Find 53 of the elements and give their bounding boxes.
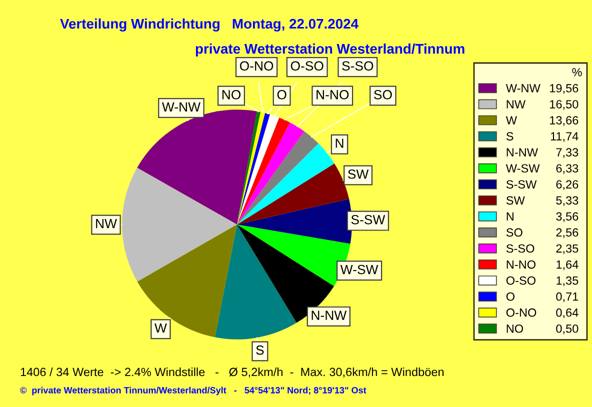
legend-title: % (572, 68, 582, 76)
legend-label: W-NW (506, 84, 540, 92)
slice-label: S (256, 345, 264, 355)
legend-label: NO (506, 324, 524, 333)
data-label: 2,56 (556, 228, 578, 238)
slice-label: N (336, 138, 344, 148)
data-label: 16,50 (550, 100, 578, 110)
slice-label: O-SO (290, 61, 324, 71)
slice-label: N-NW (312, 310, 347, 320)
data-label: 5,33 (556, 196, 578, 206)
legend-label: O-SO (506, 276, 536, 285)
data-label: 7,33 (556, 148, 578, 158)
legend-label: N (506, 212, 514, 221)
data-label: 2,35 (556, 244, 578, 254)
chart-subtitle: private Wetterstation Westerland/Tinnum (196, 44, 464, 56)
slice-label: S-SW (351, 215, 386, 224)
legend-label: S (506, 132, 514, 140)
data-label: 0,50 (556, 324, 578, 334)
slice-label: NW (96, 219, 117, 228)
slice-label: W-NW (162, 102, 200, 112)
slice-label: N-NO (316, 90, 349, 100)
slice-label: SO (374, 90, 392, 100)
legend-label: W-SW (506, 164, 540, 173)
data-label: 0,71 (556, 292, 578, 302)
legend-label: S-SW (506, 180, 537, 189)
legend-label: S-SO (506, 244, 534, 253)
data-label: 1,64 (556, 260, 578, 270)
slice-label: W-SW (340, 264, 378, 274)
legend-label: O (506, 292, 514, 301)
data-label: 1,35 (556, 276, 578, 286)
legend-label: O-NO (506, 308, 536, 317)
legend-label: N-NW (506, 148, 538, 156)
slice-label: O (277, 90, 286, 100)
data-label: 6,33 (556, 164, 578, 174)
legend-label: N-NO (506, 260, 536, 269)
data-label: 11,74 (550, 132, 578, 142)
legend-label: SO (506, 228, 522, 237)
text: 1406 / 34 Werte -> 2.4% Windstille - Ø 5,2km/h - Max. 30,6km/h = Windböen (20, 367, 444, 378)
data-label: 19,56 (550, 84, 578, 94)
chart-title: Verteilung Windrichtung Montag, 22.07.2024 (60, 18, 358, 32)
legend-label: W (506, 116, 517, 124)
slice-label: S-SO (342, 61, 374, 71)
text: © private Wetterstation Tinnum/Westerland/Sylt - 54°54'13" Nord; 8°19'13" Ost (20, 386, 366, 396)
slice-label: W (154, 323, 167, 333)
legend-label: NW (506, 100, 526, 108)
data-label: 13,66 (550, 116, 578, 126)
legend-label: SW (506, 196, 525, 205)
data-label: 0,64 (556, 308, 578, 318)
slice-label: NO (222, 90, 241, 100)
slice-label: O-NO (240, 61, 274, 71)
data-label: 3,56 (556, 212, 578, 222)
slice-label: SW (348, 169, 369, 179)
data-label: 6,26 (556, 180, 578, 190)
